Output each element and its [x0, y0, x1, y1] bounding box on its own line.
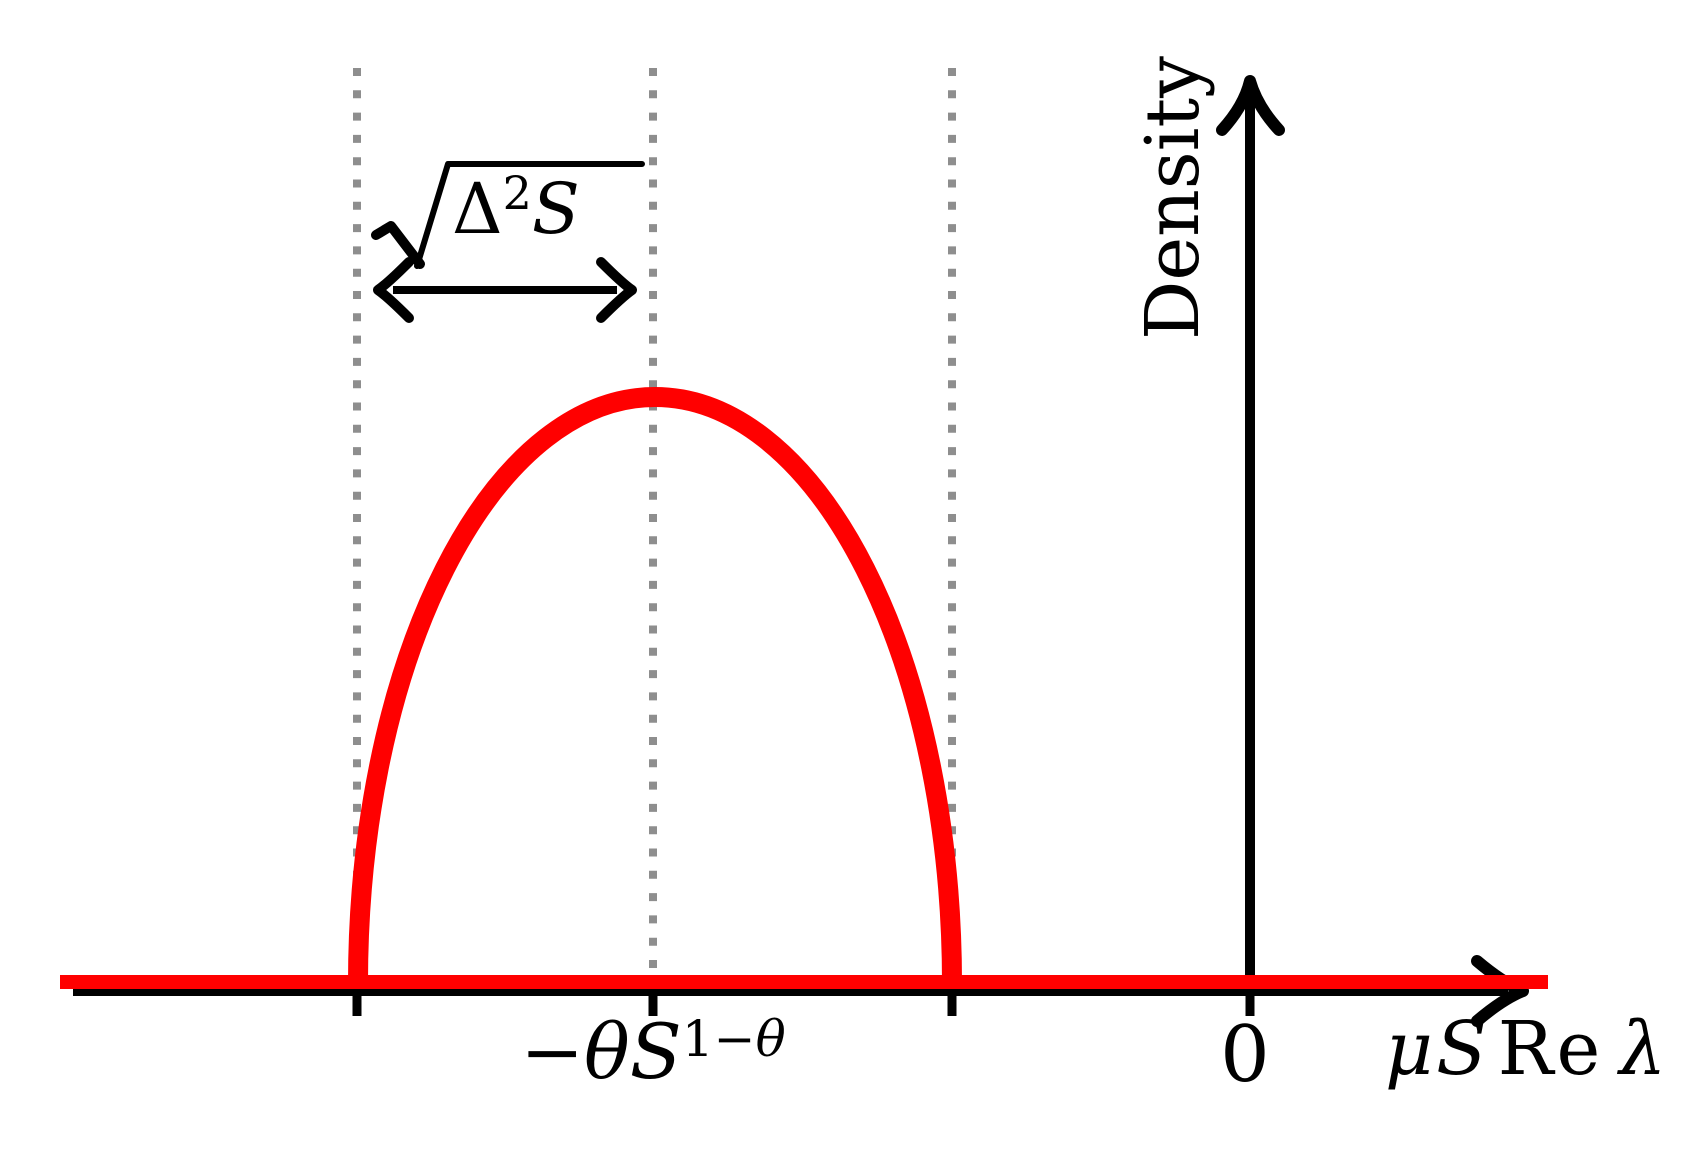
y-axis-arrowhead-icon: [1216, 75, 1285, 136]
x-axis-lambda: λ: [1619, 1006, 1670, 1092]
zero-tick-label: 0: [1220, 1016, 1270, 1094]
half-width-exponent: 2: [502, 166, 532, 221]
center-tick-s: S: [629, 1007, 682, 1096]
x-axis-re: Re: [1497, 1006, 1604, 1092]
center-tick-label: −θS1−θ: [520, 1014, 785, 1090]
x-axis-arrowhead-icon: [1471, 955, 1529, 1027]
zero-tick-text: 0: [1220, 1010, 1270, 1100]
center-tick-exponent-num: 1−: [681, 1009, 756, 1068]
bulk-density-curve: [348, 386, 962, 984]
half-width-arrowhead-left-icon: [373, 257, 414, 323]
half-width-delta: Δ: [452, 168, 503, 250]
radical-sign-icon: [371, 221, 425, 269]
x-axis-mu: μ: [1385, 1006, 1437, 1092]
half-width-s: S: [531, 168, 580, 250]
center-tick-theta: θ: [584, 1007, 630, 1096]
half-width-arrowhead-right-icon: [596, 257, 637, 323]
x-axis-title: μS Re λ: [1385, 1012, 1669, 1086]
center-tick-minus: −: [520, 1007, 585, 1096]
x-axis-s: S: [1436, 1006, 1490, 1092]
y-axis-title: Density: [1130, 56, 1216, 340]
center-tick-exponent-theta: θ: [755, 1009, 786, 1068]
y-axis-title-text: Density: [1130, 56, 1216, 340]
half-width-label: Δ2S: [452, 170, 580, 244]
radical-overline: [414, 161, 645, 269]
center-tick-exponent: 1−θ: [682, 1010, 786, 1068]
